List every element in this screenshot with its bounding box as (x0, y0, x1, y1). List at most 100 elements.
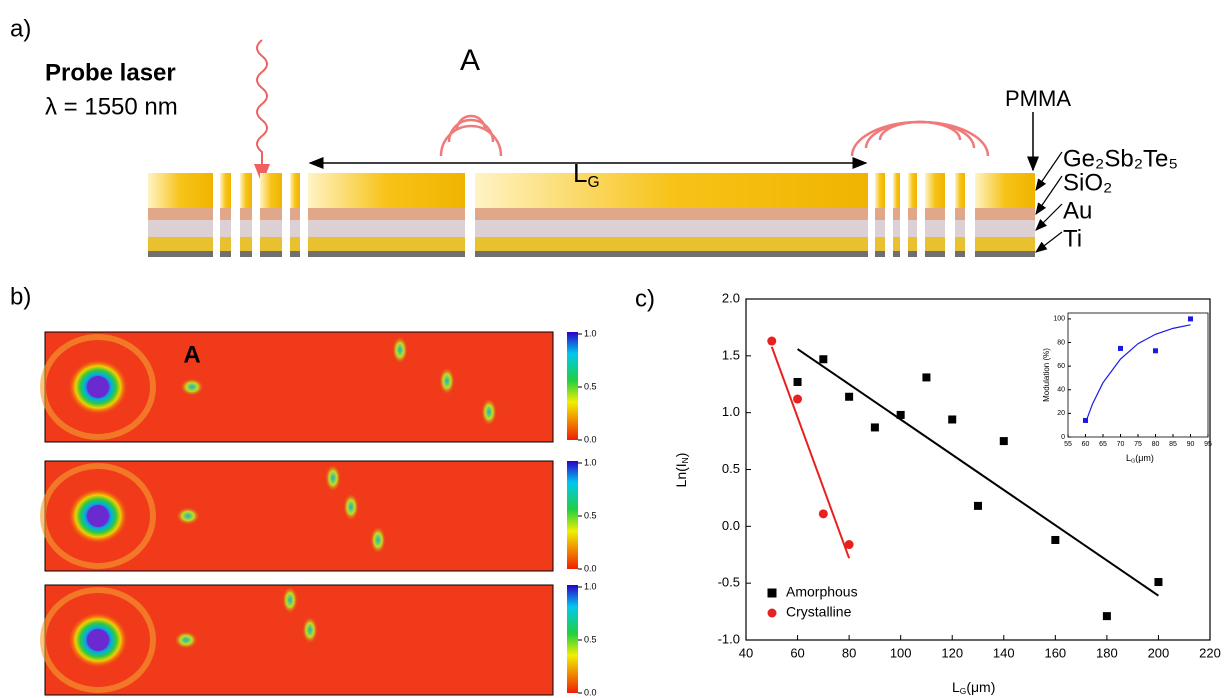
data-point (767, 337, 776, 346)
marker-a: A (183, 341, 200, 368)
x-tick-label: 40 (739, 645, 753, 660)
panel-a: a) Probe laser λ = 1550 nm A PMMA LGGe₂S… (10, 15, 1178, 257)
data-point (922, 373, 930, 381)
colorbar (567, 332, 578, 440)
layer-segment (908, 220, 917, 237)
layer-segment (260, 237, 282, 251)
layer-segment (260, 251, 282, 257)
layer-segment (955, 220, 965, 237)
layer-segment (240, 220, 252, 237)
layer-segment (955, 173, 965, 208)
map-core (87, 376, 109, 398)
inset-y-tick-label: 100 (1053, 316, 1065, 323)
data-point (819, 509, 828, 518)
inset-x-tick-label: 80 (1152, 441, 1160, 448)
inset-y-tick-label: 0 (1061, 434, 1065, 441)
colorbar-tick-label: 0.5 (584, 510, 597, 520)
layer-segment (875, 220, 885, 237)
layer-segment (308, 251, 465, 257)
colorbar-tick-label: 0.5 (584, 634, 597, 644)
probe-wavelength: λ = 1550 nm (45, 93, 178, 120)
layer-segment (148, 173, 213, 208)
layer-segment (475, 220, 868, 237)
panel-label: c) (635, 285, 655, 312)
x-tick-label: 80 (842, 645, 856, 660)
map-spot-small (370, 526, 386, 554)
inset-y-tick-label: 20 (1057, 410, 1065, 417)
layer-segment (308, 237, 465, 251)
inset-y-tick-label: 80 (1057, 339, 1065, 346)
data-point (1103, 612, 1111, 620)
data-point (871, 423, 879, 431)
layer-segment (220, 220, 231, 237)
colorbar-tick-label: 1.0 (584, 457, 597, 467)
label-part: G (587, 174, 599, 191)
x-tick-label: 140 (993, 645, 1015, 660)
layer-segment (290, 220, 300, 237)
layer-label: Au (1063, 197, 1092, 224)
data-point (819, 355, 827, 363)
map-spot-small (439, 367, 455, 395)
y-tick-label: -1.0 (718, 631, 740, 646)
layer-segment (875, 208, 885, 220)
map-spot-a (174, 631, 198, 649)
data-point (974, 502, 982, 510)
layer-segment (955, 237, 965, 251)
x-tick-label: 160 (1044, 645, 1066, 660)
layer-segment (925, 237, 945, 251)
fit-line (772, 347, 849, 558)
layer-segment (893, 220, 900, 237)
panel-b: b) 0.00.51.00.00.51.00.00.51.0A (10, 283, 597, 697)
layer-segment (925, 208, 945, 220)
colorbar (567, 585, 578, 693)
layer-segment (908, 173, 917, 208)
layer-segment (975, 173, 1035, 208)
layer-segment (955, 208, 965, 220)
data-point (897, 411, 905, 419)
layer-segment (875, 237, 885, 251)
layer-segment (925, 173, 945, 208)
label-part: L (952, 679, 960, 695)
map-spot-small (325, 464, 341, 492)
y-tick-label: -0.5 (718, 575, 740, 590)
map-spot-a (180, 378, 204, 396)
inset-point (1083, 418, 1088, 423)
layer-segment (148, 220, 213, 237)
panel-label: b) (10, 283, 31, 310)
colorbar-tick-label: 0.0 (584, 434, 597, 444)
laser-arrow (257, 40, 267, 182)
layer-segment (148, 251, 213, 257)
layer-segment (308, 220, 465, 237)
layer-segment (875, 173, 885, 208)
x-tick-label: 200 (1148, 645, 1170, 660)
x-axis-label: LG(μm) (952, 679, 995, 697)
colorbar-tick-label: 0.0 (584, 563, 597, 573)
layer-segment (908, 237, 917, 251)
layer-segment (220, 208, 231, 220)
layer-segment (240, 237, 252, 251)
legend-label: Crystalline (786, 604, 852, 620)
y-tick-label: 1.5 (722, 347, 740, 362)
legend-label: Amorphous (786, 584, 858, 600)
layer-label: SiO₂ (1063, 169, 1112, 196)
layer-segment (148, 237, 213, 251)
layer-segment (975, 220, 1035, 237)
colorbar-tick-label: 1.0 (584, 581, 597, 591)
layer-pointer (1036, 232, 1062, 252)
inset-y-tick-label: 60 (1057, 363, 1065, 370)
layer-segment (240, 208, 252, 220)
layer-segment (260, 173, 282, 208)
layer-segment (893, 251, 900, 257)
layer-segment (893, 237, 900, 251)
data-point (793, 395, 802, 404)
layer-segment (290, 237, 300, 251)
inset-x-tick-label: 60 (1082, 441, 1090, 448)
layer-segment (290, 208, 300, 220)
layer-segment (893, 173, 900, 208)
x-tick-label: 120 (941, 645, 963, 660)
layer-segment (475, 237, 868, 251)
inset-point (1118, 346, 1123, 351)
layer-segment (290, 173, 300, 208)
data-point (1051, 536, 1059, 544)
